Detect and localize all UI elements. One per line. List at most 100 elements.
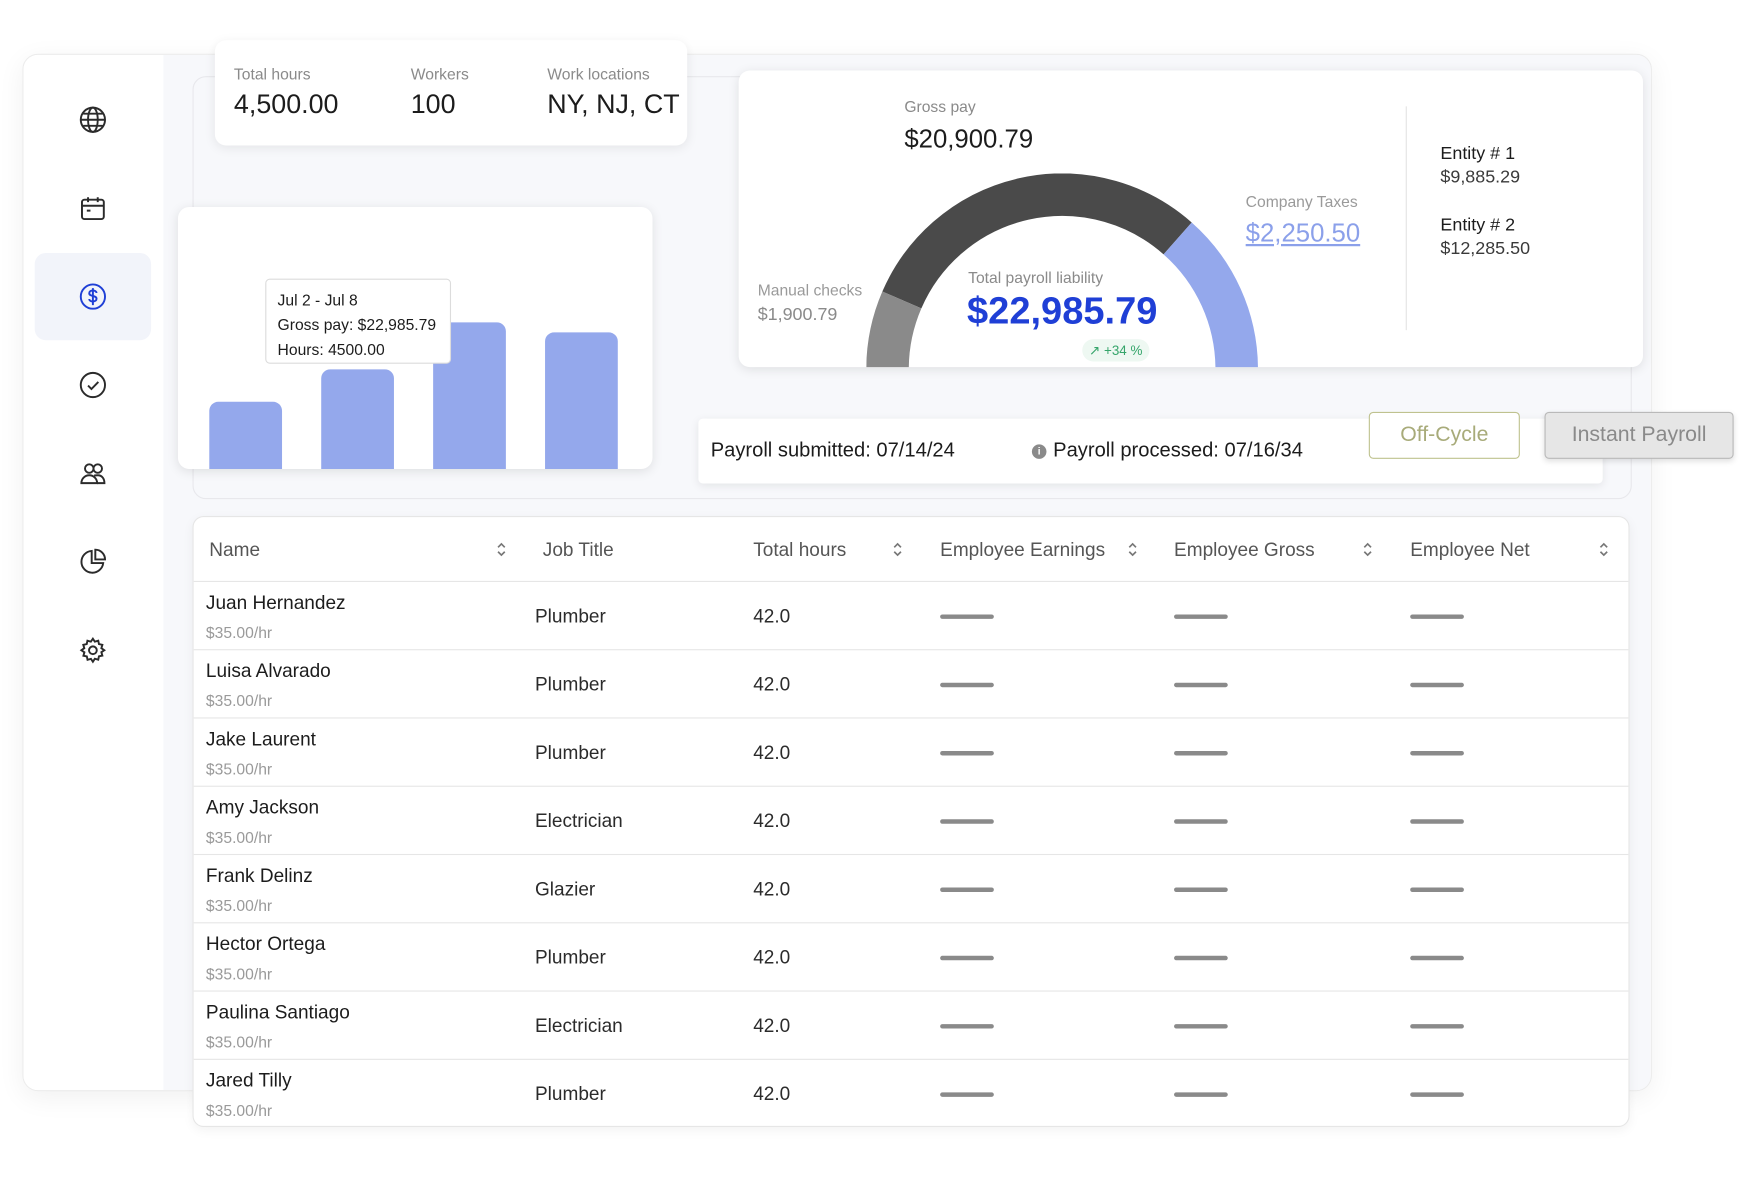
calendar-icon [81, 197, 105, 221]
total-hours: 42.0 [753, 742, 791, 764]
job-title: Plumber [534, 673, 606, 696]
table-row[interactable]: Juan Hernandez $35.00/hr Plumber 42.0 [193, 582, 1629, 651]
users-icon [80, 463, 106, 485]
employee-name[interactable]: Hector Ortega [205, 933, 326, 955]
gross-placeholder [1174, 750, 1228, 756]
divider [1405, 106, 1407, 331]
chart-tooltip: Jul 2 - Jul 8 Gross pay: $22,985.79 Hour… [265, 278, 452, 364]
payroll-liability-card: Gross pay $20,900.79 Manual checks $1,90… [738, 70, 1643, 368]
gross-placeholder [1174, 682, 1228, 688]
earnings-placeholder [940, 1092, 994, 1097]
globe-icon [79, 106, 106, 133]
chart-bar[interactable] [321, 369, 394, 469]
entity-label: Entity # 2 [1440, 216, 1516, 236]
employee-name[interactable]: Jared Tilly [205, 1069, 292, 1092]
employee-name[interactable]: Jake Laurent [205, 728, 316, 750]
total-hours: 42.0 [753, 810, 791, 832]
employee-table: Name Job Title Total hours Employee Earn… [192, 515, 1630, 1128]
instant-payroll-button[interactable]: Instant Payroll [1544, 411, 1734, 459]
gross-placeholder [1174, 1092, 1228, 1097]
company-taxes-label: Company Taxes [1245, 192, 1358, 211]
col-header-employee-net[interactable]: Employee Net [1410, 539, 1530, 561]
entity-value: $12,285.50 [1440, 239, 1531, 259]
employee-name[interactable]: Luisa Alvarado [205, 660, 331, 682]
sidebar-item-globe[interactable] [35, 76, 151, 163]
gross-placeholder [1174, 1024, 1228, 1029]
net-placeholder [1410, 1024, 1464, 1029]
employee-name[interactable]: Frank Delinz [205, 865, 313, 887]
chart-bar[interactable] [209, 401, 283, 469]
gross-placeholder [1174, 955, 1228, 961]
gross-pay-value: $20,900.79 [904, 124, 1034, 154]
employee-rate: $35.00/hr [205, 759, 273, 778]
total-liability-value: $22,985.79 [966, 289, 1158, 333]
tooltip-gross: Gross pay: $22,985.79 [277, 315, 437, 334]
liability-gauge [866, 173, 1258, 368]
employee-rate: $35.00/hr [205, 828, 273, 847]
col-header-employee-gross[interactable]: Employee Gross [1174, 539, 1315, 561]
employee-name[interactable]: Paulina Santiago [205, 1001, 350, 1023]
sidebar-item-approvals[interactable] [35, 341, 151, 428]
total-hours: 42.0 [753, 673, 791, 696]
info-icon[interactable]: i [1031, 444, 1047, 459]
employee-name[interactable]: Juan Hernandez [205, 592, 346, 614]
earnings-placeholder [940, 1024, 994, 1029]
net-placeholder [1410, 1092, 1464, 1097]
payroll-processed: Payroll processed: 07/16/34 [1053, 438, 1303, 462]
net-placeholder [1410, 614, 1464, 619]
total-liability-label: Total payroll liability [968, 268, 1104, 287]
sidebar-item-reports[interactable] [35, 518, 151, 605]
sidebar-item-settings[interactable] [35, 607, 151, 694]
earnings-placeholder [940, 887, 994, 893]
table-row[interactable]: Jake Laurent $35.00/hr Plumber 42.0 [193, 719, 1629, 787]
col-header-employee-earnings[interactable]: Employee Earnings [940, 539, 1106, 561]
chart-bar[interactable] [545, 332, 618, 469]
employee-rate: $35.00/hr [205, 964, 273, 983]
earnings-placeholder [940, 682, 994, 688]
job-title: Plumber [534, 946, 606, 969]
sort-icon[interactable] [1127, 541, 1138, 559]
tooltip-title: Jul 2 - Jul 8 [277, 290, 358, 309]
earnings-placeholder [940, 819, 994, 824]
dollar-icon [79, 283, 106, 310]
col-header-total-hours[interactable]: Total hours [753, 539, 847, 561]
stat-label: Workers [410, 64, 469, 83]
table-row[interactable]: Frank Delinz $35.00/hr Glazier 42.0 [193, 855, 1629, 924]
employee-rate: $35.00/hr [205, 896, 273, 915]
table-row[interactable]: Amy Jackson $35.00/hr Electrician 42.0 [193, 787, 1629, 856]
employee-rate: $35.00/hr [205, 623, 273, 642]
stat-label: Work locations [547, 64, 650, 83]
job-title: Plumber [534, 605, 606, 627]
stat-value: NY, NJ, CT [547, 89, 680, 120]
net-placeholder [1410, 819, 1464, 824]
sidebar-item-payroll[interactable] [34, 252, 152, 341]
employee-name[interactable]: Amy Jackson [205, 796, 320, 819]
table-row[interactable]: Paulina Santiago $35.00/hr Electrician 4… [193, 992, 1629, 1060]
table-row[interactable]: Hector Ortega $35.00/hr Plumber 42.0 [193, 923, 1629, 992]
table-header: Name Job Title Total hours Employee Earn… [193, 517, 1629, 582]
company-taxes-value[interactable]: $2,250.50 [1245, 218, 1361, 248]
stat-value: 4,500.00 [233, 89, 339, 120]
payroll-submitted: Payroll submitted: 07/14/24 [710, 438, 955, 462]
col-header-job-title[interactable]: Job Title [542, 539, 614, 561]
sidebar-item-calendar[interactable] [35, 165, 151, 252]
sort-icon[interactable] [892, 541, 903, 559]
employee-rate: $35.00/hr [205, 1033, 273, 1051]
stat-locations: Work locations NY, NJ, CT [547, 65, 679, 121]
change-value: +34 % [1103, 342, 1143, 359]
sidebar [23, 54, 164, 1091]
sidebar-item-people[interactable] [35, 430, 151, 517]
stats-card: Total hours 4,500.00 Workers 100 Work lo… [214, 40, 688, 146]
col-header-name[interactable]: Name [209, 539, 261, 561]
sort-icon[interactable] [496, 541, 507, 559]
sort-icon[interactable] [1598, 541, 1609, 559]
table-row[interactable]: Luisa Alvarado $35.00/hr Plumber 42.0 [193, 650, 1629, 719]
employee-rate: $35.00/hr [205, 1101, 273, 1120]
sort-icon[interactable] [1362, 541, 1373, 559]
table-row[interactable]: Jared Tilly $35.00/hr Plumber 42.0 [194, 1060, 1629, 1126]
stat-total-hours: Total hours 4,500.00 [234, 65, 339, 121]
gauge-manual-segment [866, 291, 922, 368]
earnings-placeholder [940, 614, 994, 619]
off-cycle-button[interactable]: Off-Cycle [1368, 411, 1520, 459]
earnings-placeholder [940, 955, 994, 961]
